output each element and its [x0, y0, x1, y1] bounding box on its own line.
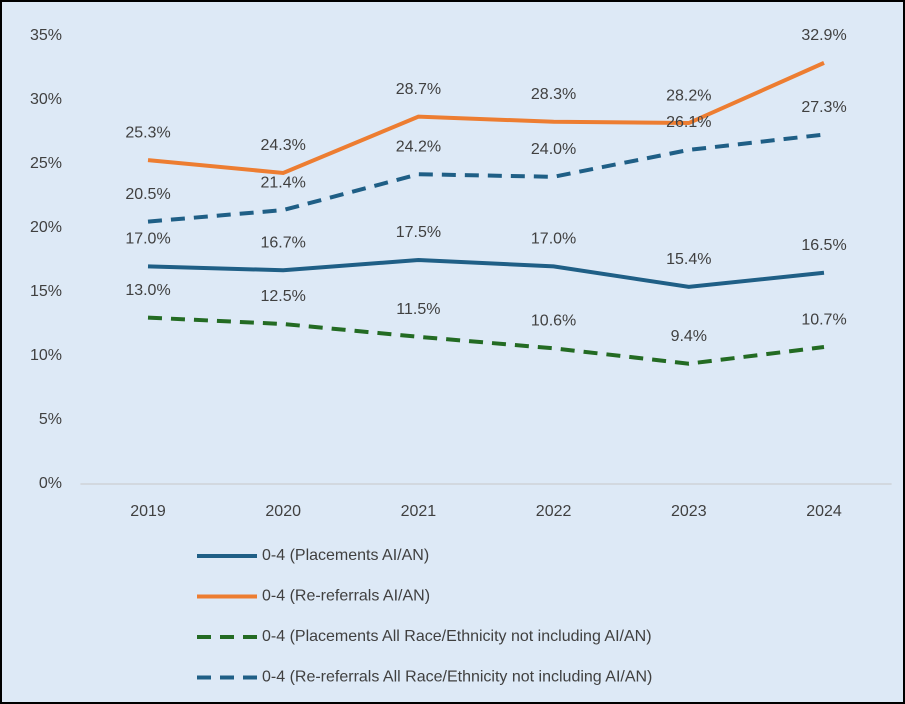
- data-label: 15.4%: [666, 251, 711, 268]
- data-label: 17.0%: [125, 231, 170, 248]
- data-label: 12.5%: [261, 288, 306, 305]
- data-label: 24.2%: [396, 138, 441, 155]
- y-tick-label: 25%: [30, 155, 62, 172]
- data-label: 24.3%: [261, 137, 306, 154]
- legend-label: 0-4 (Placements AI/AN): [262, 547, 429, 564]
- legend-label: 0-4 (Re-referrals AI/AN): [262, 588, 430, 605]
- data-label: 21.4%: [261, 174, 306, 191]
- y-tick-label: 30%: [30, 91, 62, 108]
- y-tick-label: 15%: [30, 283, 62, 300]
- x-tick-label: 2023: [671, 503, 707, 520]
- x-tick-label: 2019: [130, 503, 166, 520]
- x-tick-label: 2022: [536, 503, 572, 520]
- data-label: 17.5%: [396, 224, 441, 241]
- legend-label: 0-4 (Re-referrals All Race/Ethnicity not…: [262, 669, 652, 686]
- data-label: 28.2%: [666, 87, 711, 104]
- data-label: 17.0%: [531, 231, 576, 248]
- data-label: 16.7%: [261, 234, 306, 251]
- y-tick-label: 10%: [30, 347, 62, 364]
- data-label: 27.3%: [801, 99, 846, 116]
- y-tick-label: 20%: [30, 219, 62, 236]
- data-label: 16.5%: [801, 237, 846, 254]
- data-label: 28.7%: [396, 81, 441, 98]
- data-label: 10.7%: [801, 311, 846, 328]
- y-tick-label: 0%: [39, 475, 62, 492]
- series-line: [147, 61, 825, 175]
- x-tick-label: 2021: [401, 503, 437, 520]
- series-line: [147, 257, 825, 289]
- data-label: 24.0%: [531, 141, 576, 158]
- x-tick-label: 2020: [265, 503, 301, 520]
- data-label: 20.5%: [125, 186, 170, 203]
- data-label: 28.3%: [531, 86, 576, 103]
- y-tick-label: 5%: [39, 411, 62, 428]
- y-tick-label: 35%: [30, 27, 62, 44]
- data-label: 26.1%: [666, 114, 711, 131]
- series-line: [147, 315, 825, 366]
- data-label: 25.3%: [125, 124, 170, 141]
- data-label: 13.0%: [125, 282, 170, 299]
- data-label: 9.4%: [671, 328, 707, 345]
- data-label: 11.5%: [396, 301, 440, 318]
- data-label: 10.6%: [531, 313, 576, 330]
- x-tick-label: 2024: [806, 503, 842, 520]
- legend-label: 0-4 (Placements All Race/Ethnicity not i…: [262, 628, 652, 645]
- data-label: 32.9%: [801, 27, 846, 44]
